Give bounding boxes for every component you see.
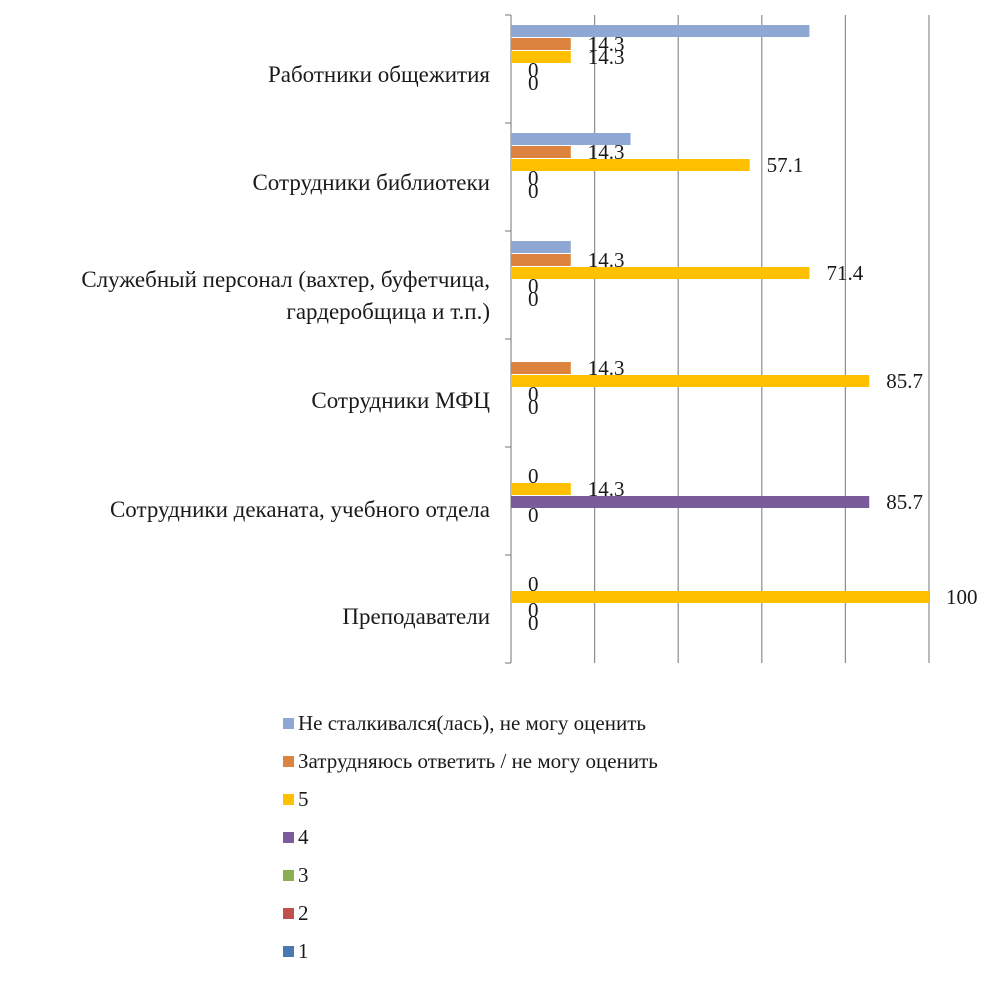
data-label-3-3: 0 — [528, 382, 539, 406]
legend-swatch-1 — [283, 755, 294, 767]
data-label-5-2: 100 — [946, 585, 978, 609]
legend-label-3: 4 — [298, 824, 309, 849]
bar-3-2 — [511, 375, 870, 387]
bar-3-1 — [511, 362, 571, 374]
data-label-2-1: 14.3 — [588, 248, 625, 272]
data-label-0-2: 14.3 — [588, 45, 625, 69]
category-label-service-staff: Служебный персонал (вахтер, буфетчица, г… — [81, 267, 490, 324]
legend-item-3: 4 — [283, 822, 309, 852]
data-label-2-3: 0 — [528, 274, 539, 298]
legend-item-5: 2 — [283, 898, 309, 928]
bar-0-0 — [511, 25, 810, 37]
category-label-mfc: Сотрудники МФЦ — [311, 388, 490, 413]
bar-0-1 — [511, 38, 571, 50]
data-label-1-4: 0 — [528, 179, 539, 203]
data-label-0-3: 0 — [528, 58, 539, 82]
bar-2-1 — [511, 254, 571, 266]
bar-5-2 — [511, 591, 929, 603]
legend-swatch-6 — [283, 945, 294, 957]
chart: Работники общежития Сотрудники библиотек… — [81, 14, 978, 664]
category-label-library: Сотрудники библиотеки — [252, 170, 490, 195]
legend-item-4: 3 — [283, 860, 309, 890]
legend-swatch-4 — [283, 869, 294, 881]
chart-plot: 14.314.30014.357.10014.371.40014.385.700… — [505, 14, 978, 664]
data-label-2-4: 0 — [528, 287, 539, 311]
legend-item-0: Не сталкивался(лась), не могу оценить — [283, 708, 646, 738]
data-label-0-1: 14.3 — [588, 32, 625, 56]
data-label-4-2: 14.3 — [588, 477, 625, 501]
bar-2-2 — [511, 267, 810, 279]
bar-4-2 — [511, 483, 571, 495]
data-label-4-3: 85.7 — [886, 490, 923, 514]
category-label-teachers: Преподаватели — [342, 604, 490, 629]
data-label-2-2: 71.4 — [826, 261, 863, 285]
legend-swatch-0 — [283, 717, 294, 729]
legend-label-2: 5 — [298, 786, 309, 811]
legend-item-6: 1 — [283, 936, 309, 966]
data-label-5-1: 0 — [528, 572, 539, 596]
data-label-1-1: 14.3 — [588, 140, 625, 164]
data-label-3-4: 0 — [528, 395, 539, 419]
bar-1-0 — [511, 133, 631, 145]
data-label-5-3: 0 — [528, 598, 539, 622]
legend-swatch-3 — [283, 831, 294, 843]
legend-label-5: 2 — [298, 900, 309, 925]
data-label-4-4: 0 — [528, 503, 539, 527]
data-label-4-1: 0 — [528, 464, 539, 488]
data-label-3-1: 14.3 — [588, 356, 625, 380]
category-label-deanery: Сотрудники деканата, учебного отдела — [109, 497, 490, 522]
bar-4-3 — [511, 496, 870, 508]
bar-2-0 — [511, 241, 571, 253]
data-label-5-4: 0 — [528, 611, 539, 635]
legend-item-2: 5 — [283, 784, 309, 814]
legend-item-1: Затрудняюсь ответить / не могу оценить — [283, 746, 658, 776]
legend-swatch-2 — [283, 793, 294, 805]
legend-label-1: Затрудняюсь ответить / не могу оценить — [298, 748, 658, 773]
data-label-3-2: 85.7 — [886, 369, 923, 393]
legend-label-0: Не сталкивался(лась), не могу оценить — [298, 710, 646, 735]
legend-label-4: 3 — [298, 862, 309, 887]
legend-swatch-5 — [283, 907, 294, 919]
legend-label-6: 1 — [298, 938, 309, 963]
data-label-1-2: 57.1 — [767, 153, 804, 177]
bar-1-2 — [511, 159, 750, 171]
data-label-0-4: 0 — [528, 71, 539, 95]
bar-1-1 — [511, 146, 571, 158]
bar-0-2 — [511, 51, 571, 63]
category-label-dormitory: Работники общежития — [267, 62, 490, 87]
data-label-1-3: 0 — [528, 166, 539, 190]
